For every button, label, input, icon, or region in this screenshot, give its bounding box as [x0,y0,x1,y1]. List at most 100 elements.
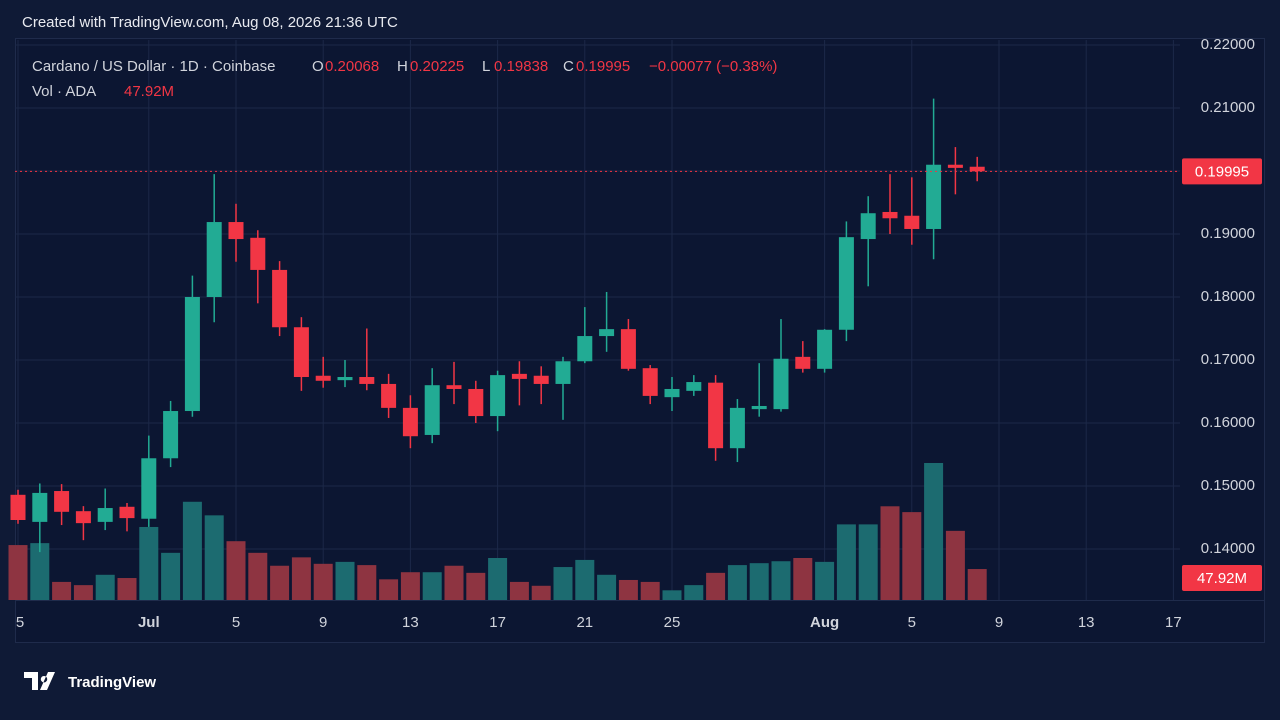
candle-body [272,269,288,328]
volume-bar [684,585,704,600]
candle-body [708,382,724,449]
volume-bar [553,567,573,600]
candle-body [969,166,985,172]
volume-bar [291,557,311,600]
candle-body [446,385,462,389]
candle-body [228,222,244,240]
volume-bar [30,543,50,600]
candle-body [533,375,549,384]
candle-body [97,508,113,522]
logo-text: TradingView [68,674,156,691]
y-tick-label: 0.14000 [1201,540,1255,557]
volume-bar [793,557,813,600]
candle-body [119,506,135,519]
candle-body [947,164,963,168]
volume-bar [945,530,965,600]
credit: Created with TradingView.com, Aug 08, 20… [22,14,398,31]
volume-bar [8,545,28,600]
x-tick-label: 5 [908,614,916,631]
volume-bar [597,574,617,600]
volume-bar [182,501,202,600]
x-tick-label: 25 [664,614,681,631]
candle-body [10,494,26,520]
volume-bar [858,524,878,600]
candle-body [402,407,418,437]
volume-bar [357,565,377,600]
volume-bar [727,565,747,600]
volume-bar [967,569,987,600]
candle-body [32,492,48,522]
volume-bar [161,552,181,600]
candle-body [468,388,484,417]
logo-icon [24,672,55,690]
x-tick-label: 9 [319,614,327,631]
volume-bar [117,578,137,600]
volume-bar [771,561,791,600]
volume-bar [95,574,115,600]
ohlc-label: L [482,58,490,75]
volume-bar [815,561,835,600]
x-tick-label: Aug [810,614,839,631]
candle-body [817,329,833,369]
candle-body [773,358,789,410]
volume-bar [836,524,856,600]
candle-body [838,237,854,330]
candle-body [642,368,658,396]
candle-body [293,327,309,378]
volume-bar [379,579,399,600]
volume-title: Vol · ADA [32,83,96,100]
logo: TradingView [24,672,156,691]
candle-body [664,388,680,398]
candle-body [315,375,331,381]
volume-bar [204,515,224,600]
candle-body [882,211,898,219]
x-tick-label: Jul [138,614,160,631]
candle-body [250,237,266,270]
volume-bar [575,559,595,600]
volume-bar [924,463,944,600]
ohlc-label: C [563,58,574,75]
volume-bar [509,581,529,600]
volume-bar [662,590,682,600]
candle-body [860,213,876,240]
volume-bar [488,557,508,600]
volume-bar [313,563,333,600]
candle-body [926,164,942,229]
volume-bar [902,512,922,600]
candle-body [381,383,397,408]
volume-bar [335,561,355,600]
candle-body [795,356,811,369]
candle-body [511,373,527,379]
price-label-box [1182,158,1262,185]
candle-body [424,385,440,435]
candle-body [751,405,767,410]
change: −0.00077 (−0.38%) [649,58,777,75]
ohlc-value: 0.19838 [494,58,548,75]
candle-body [620,329,636,369]
candle-body [729,407,745,449]
volume-bar [139,526,159,600]
candle-body [490,375,506,417]
volume-bar [640,581,660,600]
volume-bar [226,541,246,600]
volume-bar [422,572,442,600]
symbol-title: Cardano / US Dollar · 1D · Coinbase [32,58,275,75]
price-label: 0.19995 [1195,163,1249,180]
x-tick-label: 9 [995,614,1003,631]
volume-pane [8,463,987,600]
volume-bar [749,563,769,600]
ohlc-value: 0.20068 [325,58,379,75]
ohlc-label: O [312,58,324,75]
candle-body [206,222,222,298]
volume-bar [880,506,900,600]
candle-body [141,458,157,519]
y-tick-label: 0.22000 [1201,36,1255,53]
volume-label-box [1182,565,1262,592]
volume-bar [248,552,268,600]
candle-body [599,329,615,337]
volume-label: 47.92M [1197,570,1247,587]
candle-body [555,361,571,384]
y-tick-label: 0.19000 [1201,225,1255,242]
